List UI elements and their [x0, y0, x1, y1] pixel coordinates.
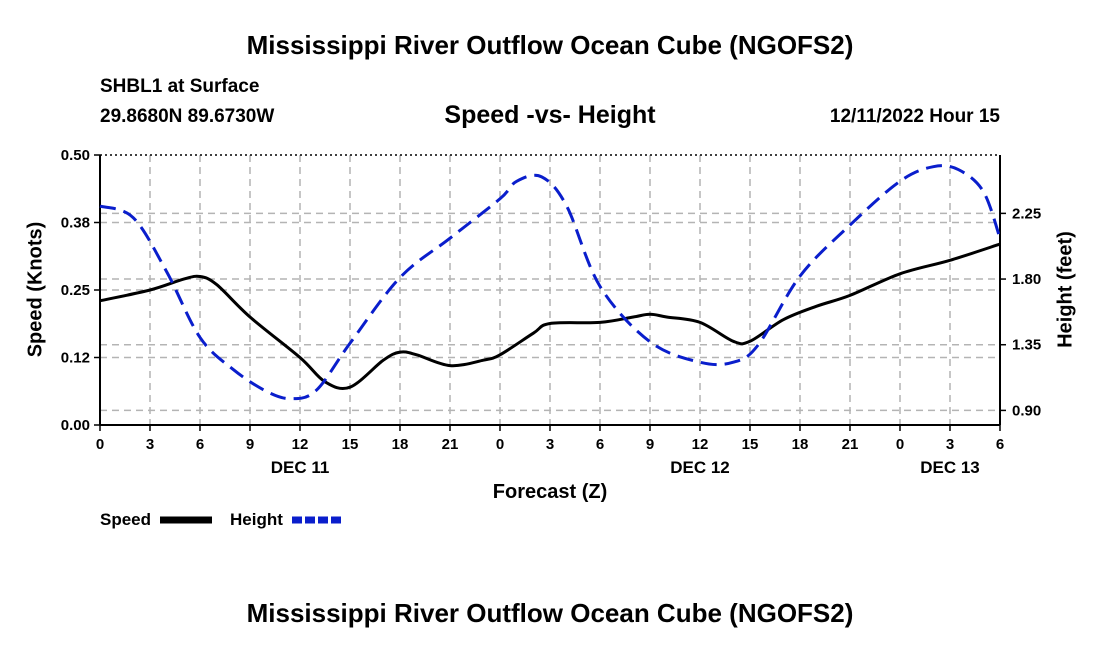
x-axis-label: Forecast (Z)	[492, 481, 608, 503]
x-day-label: DEC 13	[920, 458, 980, 477]
y-left-tick-label: 0.50	[61, 147, 90, 164]
x-tick-label: 0	[496, 436, 504, 453]
speed-series-line	[99, 242, 1001, 391]
footer-title: Mississippi River Outflow Ocean Cube (NG…	[246, 598, 854, 628]
y-left-tick-label: 0.00	[61, 417, 90, 434]
x-tick-label: 15	[342, 436, 359, 453]
y-right-tick-label: 2.25	[1012, 205, 1041, 222]
x-tick-label: 6	[196, 436, 204, 453]
y-right-tick-label: 0.90	[1012, 402, 1041, 419]
x-tick-label: 12	[292, 436, 309, 453]
height-series-line	[99, 164, 1002, 401]
legend-height-label: Height	[230, 510, 283, 529]
station-coordinates: 29.8680N 89.6730W	[100, 106, 275, 127]
y-left-tick-label: 0.38	[61, 215, 90, 232]
legend-speed-label: Speed	[100, 510, 151, 529]
x-day-label: DEC 12	[670, 458, 730, 477]
x-tick-label: 6	[996, 436, 1004, 453]
station-label: SHBL1 at Surface	[100, 76, 260, 97]
x-tick-label: 9	[646, 436, 654, 453]
chart-title: Mississippi River Outflow Ocean Cube (NG…	[246, 30, 854, 60]
x-tick-label: 3	[946, 436, 954, 453]
x-tick-label: 3	[546, 436, 554, 453]
chart-subtitle: Speed -vs- Height	[444, 101, 656, 129]
x-tick-label: 18	[792, 436, 809, 453]
y-right-tick-label: 1.35	[1012, 337, 1041, 354]
x-tick-label: 9	[246, 436, 254, 453]
y-right-tick-label: 1.80	[1012, 271, 1041, 288]
x-tick-label: 6	[596, 436, 604, 453]
x-tick-label: 21	[842, 436, 859, 453]
forecast-datetime: 12/11/2022 Hour 15	[829, 106, 1000, 127]
x-tick-label: 18	[392, 436, 409, 453]
y-left-tick-label: 0.12	[61, 350, 90, 367]
x-tick-label: 15	[742, 436, 759, 453]
x-tick-label: 0	[896, 436, 904, 453]
x-tick-label: 3	[146, 436, 154, 453]
x-day-label: DEC 11	[271, 458, 330, 477]
x-tick-label: 21	[442, 436, 459, 453]
y-left-tick-label: 0.25	[61, 282, 90, 299]
x-tick-label: 0	[96, 436, 104, 453]
x-tick-label: 12	[692, 436, 709, 453]
